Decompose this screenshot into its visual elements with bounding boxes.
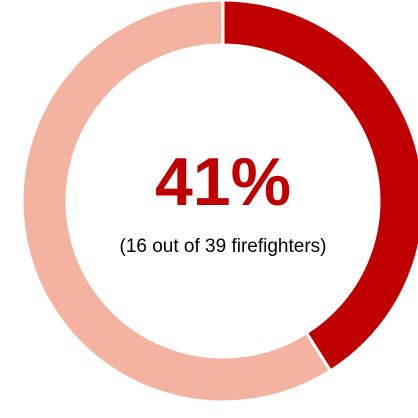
center-caption: (16 out of 39 firefighters): [119, 236, 327, 257]
donut-slice-highlight: [221, 0, 418, 373]
donut-slice-remainder: [20, 0, 333, 404]
center-percentage: 41%: [154, 144, 292, 220]
